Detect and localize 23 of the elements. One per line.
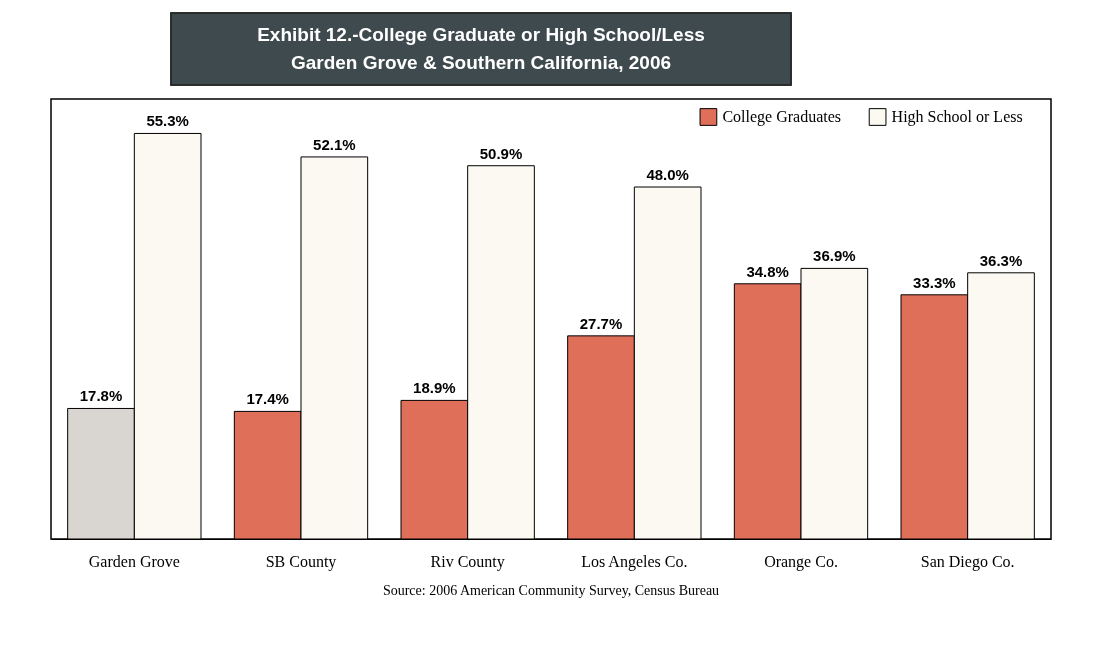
data-label: 17.8% [79, 387, 123, 405]
x-tick-label: Orange Co. [764, 552, 838, 571]
x-tick-label: SB County [265, 552, 337, 571]
data-label: 36.3% [979, 251, 1023, 269]
data-label: 33.3% [913, 273, 956, 291]
legend-label: College Graduates [722, 108, 842, 126]
x-tick-label: San Diego Co. [920, 552, 1015, 571]
data-label: 48.0% [646, 166, 689, 183]
source-note: Source: 2006 American Community Survey, Census Bureau [382, 583, 720, 598]
chart-title: Exhibit 12.-College Graduate or High School/Less [257, 24, 705, 45]
data-label: 52.1% [313, 135, 356, 153]
data-label: 50.9% [479, 144, 523, 162]
legend-label: High School or Less [891, 108, 1023, 126]
data-label: 34.8% [746, 262, 789, 280]
x-tick-label: Los Angeles Co. [581, 552, 688, 571]
x-tick-label: Riv County [430, 552, 505, 571]
data-label: 36.9% [813, 247, 856, 265]
x-tick-label: Garden Grove [88, 552, 180, 570]
chart-subtitle: Garden Grove & Southern California, 2006 [290, 52, 672, 73]
data-label: 18.9% [413, 379, 456, 397]
data-label: 17.4% [246, 390, 289, 408]
data-label: 27.7% [579, 314, 623, 332]
data-label: 55.3% [146, 112, 189, 130]
